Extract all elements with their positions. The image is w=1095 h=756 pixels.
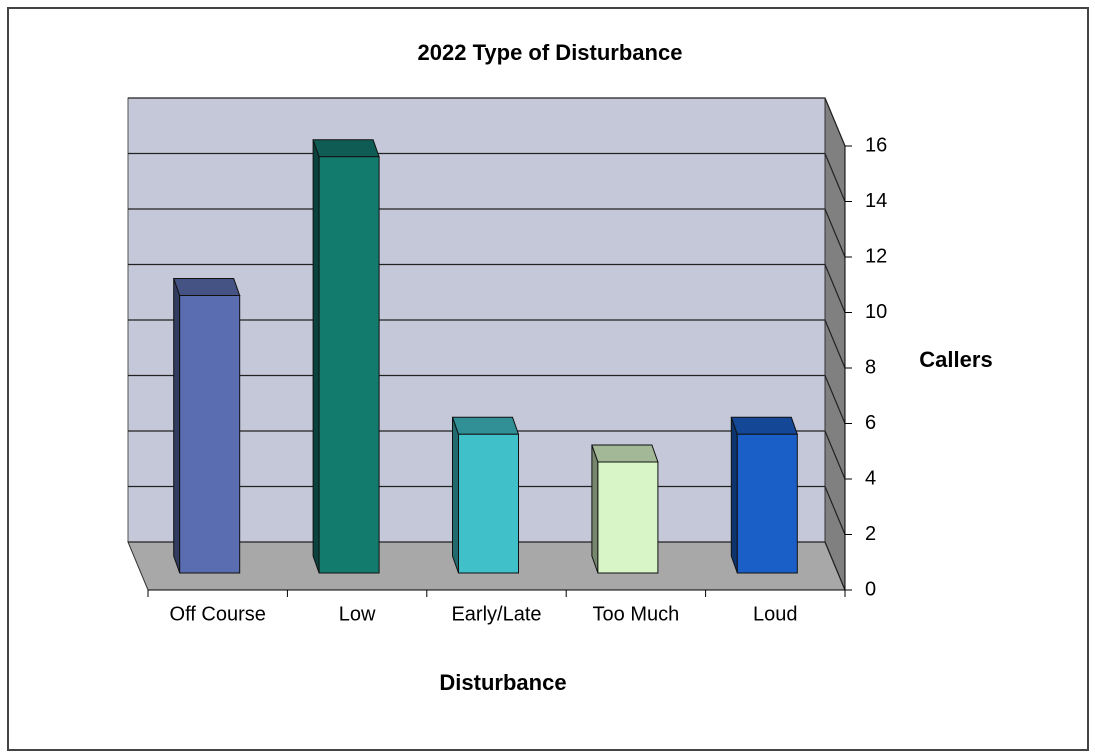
bar [597, 461, 659, 574]
grid-line [824, 375, 846, 424]
y-tick-label: 10 [865, 301, 887, 323]
bar-top [172, 278, 241, 296]
y-tick-label: 14 [865, 190, 887, 212]
y-tick-label: 12 [865, 245, 887, 267]
bar-side [312, 139, 320, 574]
bar [736, 433, 798, 574]
x-tick-label: Low [339, 603, 376, 625]
y-tick-label: 2 [865, 523, 876, 545]
grid-line [824, 97, 846, 147]
grid-line [824, 319, 846, 369]
y-tick-label: 0 [865, 578, 876, 600]
bar [318, 156, 380, 574]
x-axis-title: Disturbance [439, 670, 566, 695]
bar-top [730, 416, 799, 435]
grid-line [824, 486, 846, 535]
grid-line [824, 153, 846, 202]
y-tick-label: 4 [865, 467, 876, 489]
y-tick-label: 6 [865, 412, 876, 434]
bar-top [591, 444, 659, 463]
bar-top [312, 139, 380, 158]
bar-side [173, 278, 181, 574]
grid-line [824, 208, 846, 258]
y-tick-label: 16 [865, 134, 887, 156]
y-axis-title: Callers [919, 347, 992, 372]
bar-top [451, 416, 520, 435]
grid-line [824, 541, 846, 591]
bar-side [591, 444, 599, 574]
grid-line [824, 264, 846, 313]
y-tick-label: 8 [865, 356, 876, 378]
grid-line [824, 430, 846, 480]
x-tick-label: Early/Late [451, 603, 541, 625]
bar [458, 433, 519, 574]
x-tick-label: Loud [753, 603, 798, 625]
bar-side [730, 417, 738, 574]
bar-side [452, 417, 459, 574]
x-tick-label: Too Much [593, 603, 680, 625]
chart-title: 2022 Type of Disturbance [418, 40, 683, 65]
x-tick-label: Off Course [170, 603, 266, 625]
bar [179, 295, 241, 574]
